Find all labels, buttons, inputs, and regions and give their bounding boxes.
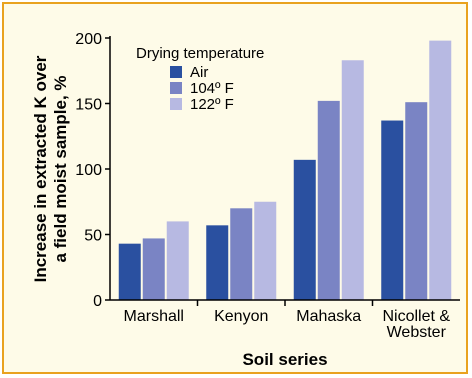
x-axis-title: Soil series	[242, 350, 327, 369]
y-tick-label: 0	[93, 293, 102, 310]
legend-swatch	[170, 98, 182, 110]
y-tick-label: 150	[75, 97, 102, 114]
y-tick-label: 200	[75, 31, 102, 48]
legend-label: 104º F	[190, 80, 234, 97]
bar-104-f-1	[230, 208, 253, 300]
bar-122-f-2	[341, 60, 364, 300]
x-category-label: Nicollet & Webster	[382, 308, 450, 341]
legend-label: 122º F	[190, 96, 234, 113]
bar-122-f-1	[254, 201, 277, 300]
y-axis-title: Increase in extracted K overa field mois…	[31, 55, 70, 282]
bar-chart: 0 50 100 150 200 Marshall Kenyon Mahaska Nicolle…	[31, 31, 460, 369]
legend-label: Air	[190, 64, 208, 81]
bar-122-f-3	[429, 40, 452, 301]
y-tick-label: 50	[84, 228, 102, 245]
axes: 0 50 100 150 200 Marshall Kenyon Mahaska Nicolle…	[75, 31, 460, 341]
bar-104-f-3	[405, 102, 428, 300]
chart-frame: 0 50 100 150 200 Marshall Kenyon Mahaska Nicolle…	[2, 2, 468, 374]
x-category-label: Kenyon	[214, 308, 268, 325]
bar-air-0	[118, 243, 141, 300]
axis-titles: Soil series Increase in extracted K overa…	[31, 55, 328, 369]
bar-air-3	[381, 120, 404, 300]
bar-air-1	[206, 225, 229, 300]
legend-title: Drying temperature	[136, 45, 264, 62]
x-category-label: Marshall	[124, 308, 184, 325]
bar-air-2	[293, 159, 316, 300]
bar-122-f-0	[166, 221, 189, 300]
legend-swatch	[170, 82, 182, 94]
y-tick-label: 100	[75, 162, 102, 179]
x-category-label: Mahaska	[296, 308, 361, 325]
bar-104-f-2	[317, 100, 340, 300]
plot-area	[118, 40, 452, 301]
legend-swatch	[170, 66, 182, 78]
bar-104-f-0	[142, 238, 165, 300]
